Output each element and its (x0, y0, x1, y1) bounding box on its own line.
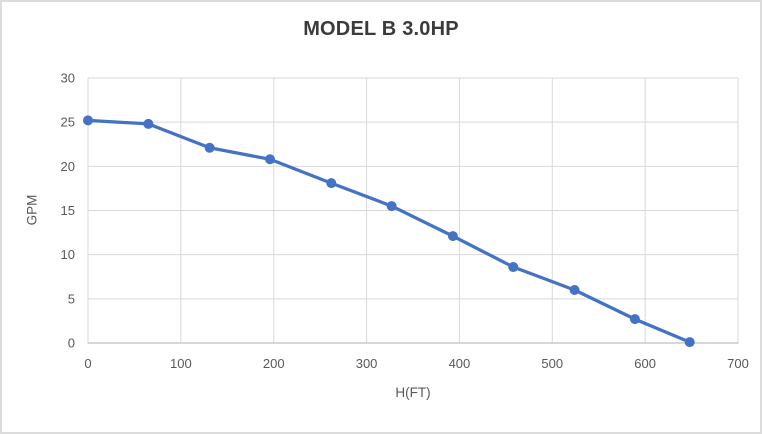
y-tick-label: 5 (68, 291, 75, 306)
y-tick-label: 25 (61, 115, 75, 130)
data-point-marker (143, 118, 154, 129)
x-axis-title: H(FT) (395, 385, 431, 400)
data-point-marker (265, 154, 275, 165)
data-point-marker (447, 231, 458, 242)
y-tick-label: 0 (68, 336, 75, 351)
data-point-marker (684, 337, 695, 348)
x-tick-label: 400 (449, 356, 471, 371)
x-tick-label: 200 (263, 356, 285, 371)
data-point-marker (83, 115, 93, 126)
x-tick-label: 700 (727, 356, 749, 371)
x-tick-label: 0 (84, 356, 91, 371)
x-tick-label: 300 (356, 356, 378, 371)
series-line (86, 118, 692, 344)
data-point-marker (386, 201, 397, 212)
y-tick-label: 15 (61, 203, 75, 218)
x-tick-label: 600 (634, 356, 656, 371)
chart-title: MODEL B 3.0HP (303, 18, 459, 40)
y-tick-label: 20 (61, 159, 75, 174)
y-tick-label: 10 (61, 247, 75, 262)
data-point-marker (569, 285, 580, 295)
data-point-marker (204, 142, 215, 153)
data-point-marker (326, 178, 337, 189)
y-tick-label: 30 (61, 71, 75, 86)
y-axis-title: GPM (24, 194, 40, 226)
data-point-marker (508, 262, 519, 273)
x-tick-label: 100 (170, 356, 192, 371)
x-tick-label: 500 (541, 356, 563, 371)
data-point-marker (629, 314, 640, 325)
